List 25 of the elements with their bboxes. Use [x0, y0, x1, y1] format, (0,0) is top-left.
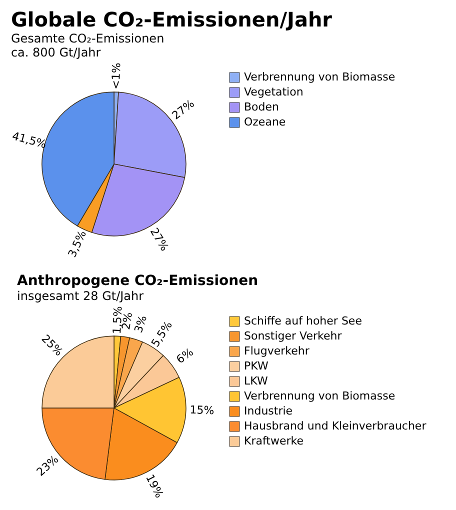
legend-label: Hausbrand und Kleinverbraucher	[244, 420, 427, 432]
text: ca. 800 Gt/Jahr	[10, 46, 101, 60]
chart-subtitle: Gesamte CO₂-Emissionen	[10, 32, 164, 46]
data-label: 19%	[143, 472, 166, 500]
text: insgesamt 28 Gt/Jahr	[17, 288, 144, 303]
legend-label: Kraftwerke	[244, 434, 304, 448]
legend-label: Schiffe auf hoher See	[244, 314, 362, 328]
legend-label: Verbrennung von Biomasse	[244, 390, 396, 402]
legend-label: Flugverkehr	[244, 344, 310, 358]
legend-label: PKW	[244, 360, 268, 372]
legend-label: Industrie	[244, 404, 293, 418]
data-label: 3%	[132, 314, 150, 334]
legend-label: Boden	[244, 100, 280, 114]
legend-label: LKW	[244, 374, 268, 388]
data-label: 3,5%	[66, 228, 90, 260]
data-label: 15%	[190, 403, 214, 418]
chart-title: Anthropogene CO₂-Emissionen	[17, 272, 258, 289]
data-label: <1%	[109, 62, 124, 90]
data-label: 6%	[174, 345, 196, 366]
legend-label: Vegetation	[244, 86, 304, 98]
data-label: 41,5%	[10, 129, 48, 152]
legend-label: Ozeane	[244, 116, 286, 128]
chart-title: Globale CO₂-Emissionen/Jahr	[10, 8, 332, 32]
legend-label: Sonstiger Verkehr	[244, 330, 342, 342]
legend-label: Verbrennung von Biomasse	[244, 70, 396, 84]
